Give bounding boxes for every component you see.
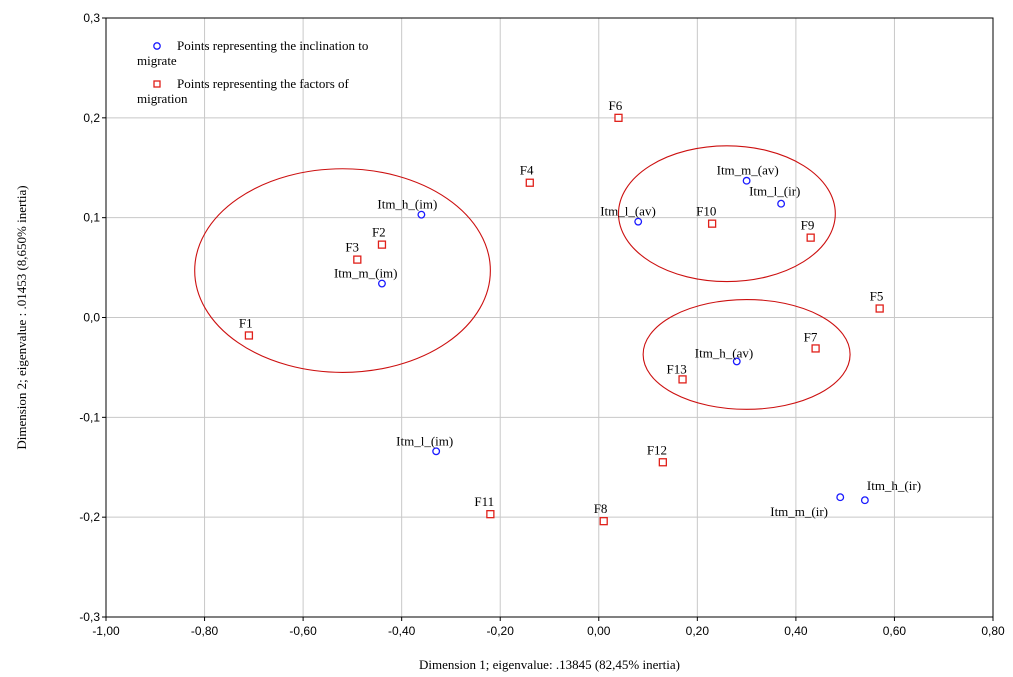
point-f9 <box>806 233 815 242</box>
point-label-itm-l-ir: Itm_l_(ir) <box>749 184 800 199</box>
x-tick-labels: -1,00 -0,80 -0,60 -0,40 -0,20 0,00 0,20 0,40 0,6… <box>92 617 1005 638</box>
point-label-f13: F13 <box>667 361 687 376</box>
point-f4 <box>525 178 534 187</box>
point-itm-m-ir <box>836 493 845 502</box>
x-axis-title: Dimension 1; eigenvalue: .13845 (82,45% … <box>419 657 680 672</box>
point-f12 <box>658 458 667 467</box>
x-tick-label: 0,00 <box>587 624 611 638</box>
point-label-itm-l-im: Itm_l_(im) <box>396 433 453 448</box>
point-label-itm-h-av: Itm_h_(av) <box>695 345 753 360</box>
ellipse-cluster-lower-right <box>642 298 851 410</box>
y-tick-label: 0,1 <box>83 211 100 225</box>
legend: Points representing the inclination to m… <box>137 38 368 106</box>
point-label-f4: F4 <box>520 163 534 178</box>
point-f1 <box>244 331 254 340</box>
series-1: Itm_h_(im) Itm_m_(im) Itm_l_(im) Itm_l_(av)… <box>334 163 921 519</box>
point-f5 <box>875 304 884 313</box>
point-label-itm-m-im: Itm_m_(im) <box>334 266 398 281</box>
point-label-f9: F9 <box>801 218 815 233</box>
point-itm-m-im <box>378 279 386 288</box>
point-f13 <box>678 375 687 384</box>
point-f7 <box>811 344 820 353</box>
cluster-ellipses <box>194 145 851 410</box>
series-2: F1 F2 F3 F4 F5 F6 F7 F8 F9 F10 F11 F12 F13 <box>239 98 884 526</box>
point-f6 <box>614 113 623 122</box>
legend-entry-2-line2: migration <box>137 91 188 106</box>
x-tick-label: -0,20 <box>487 624 515 638</box>
point-label-f8: F8 <box>594 501 608 516</box>
y-axis-title: Dimension 2; eigenvalue : .01453 (8,650%… <box>14 185 29 449</box>
ellipse-cluster-upper-right <box>617 145 836 283</box>
x-tick-label: -0,80 <box>191 624 219 638</box>
point-label-f7: F7 <box>804 329 818 344</box>
point-f11 <box>486 510 495 519</box>
point-itm-h-im <box>417 210 426 219</box>
y-tick-labels: -0,3 -0,2 -0,1 0,0 0,1 0,2 0,3 <box>79 11 106 624</box>
x-tick-label: 0,80 <box>981 624 1005 638</box>
x-tick-label: -0,60 <box>289 624 317 638</box>
point-label-itm-h-im: Itm_h_(im) <box>377 197 437 212</box>
point-label-f12: F12 <box>647 442 667 457</box>
point-itm-l-av <box>634 217 643 226</box>
y-tick-label: -0,2 <box>79 510 100 524</box>
point-f2 <box>377 240 387 249</box>
point-label-f5: F5 <box>870 289 884 304</box>
point-itm-h-av <box>732 357 741 366</box>
legend-square-marker <box>153 80 161 88</box>
x-tick-label: 0,20 <box>686 624 710 638</box>
x-tick-label: -0,40 <box>388 624 416 638</box>
point-label-f10: F10 <box>696 204 716 219</box>
point-label-f2: F2 <box>372 225 386 240</box>
point-itm-h-ir <box>860 496 869 505</box>
y-tick-label: -0,1 <box>79 410 100 424</box>
y-tick-label: 0,2 <box>83 111 100 125</box>
point-f8 <box>599 517 608 526</box>
point-label-f1: F1 <box>239 315 253 330</box>
grid-lines <box>106 18 993 617</box>
legend-entry-2-line1: Points representing the factors of <box>177 76 350 91</box>
legend-entry-1-line2: migrate <box>137 53 177 68</box>
legend-circle-marker <box>153 42 161 50</box>
point-label-itm-h-ir: Itm_h_(ir) <box>867 478 921 493</box>
point-label-f3: F3 <box>345 240 359 255</box>
point-itm-l-ir <box>777 199 786 208</box>
point-label-f11: F11 <box>474 494 494 509</box>
point-label-itm-l-av: Itm_l_(av) <box>600 204 656 219</box>
data-points: Itm_h_(im) Itm_m_(im) Itm_l_(im) Itm_l_(av)… <box>239 98 921 526</box>
point-itm-m-av <box>742 176 751 185</box>
legend-entry-1-line1: Points representing the inclination to <box>177 38 368 53</box>
point-f10 <box>707 219 717 228</box>
y-tick-label: -0,3 <box>79 610 100 624</box>
ellipse-cluster-left <box>194 168 491 373</box>
point-label-f6: F6 <box>608 98 622 113</box>
point-label-itm-m-ir: Itm_m_(ir) <box>770 504 828 519</box>
y-tick-label: 0,3 <box>83 11 100 25</box>
x-tick-label: -1,00 <box>92 624 120 638</box>
point-f3 <box>353 255 362 264</box>
y-tick-label: 0,0 <box>83 311 100 325</box>
x-tick-label: 0,40 <box>784 624 808 638</box>
point-itm-l-im <box>432 447 441 456</box>
point-label-itm-m-av: Itm_m_(av) <box>717 163 779 178</box>
x-tick-label: 0,60 <box>883 624 907 638</box>
